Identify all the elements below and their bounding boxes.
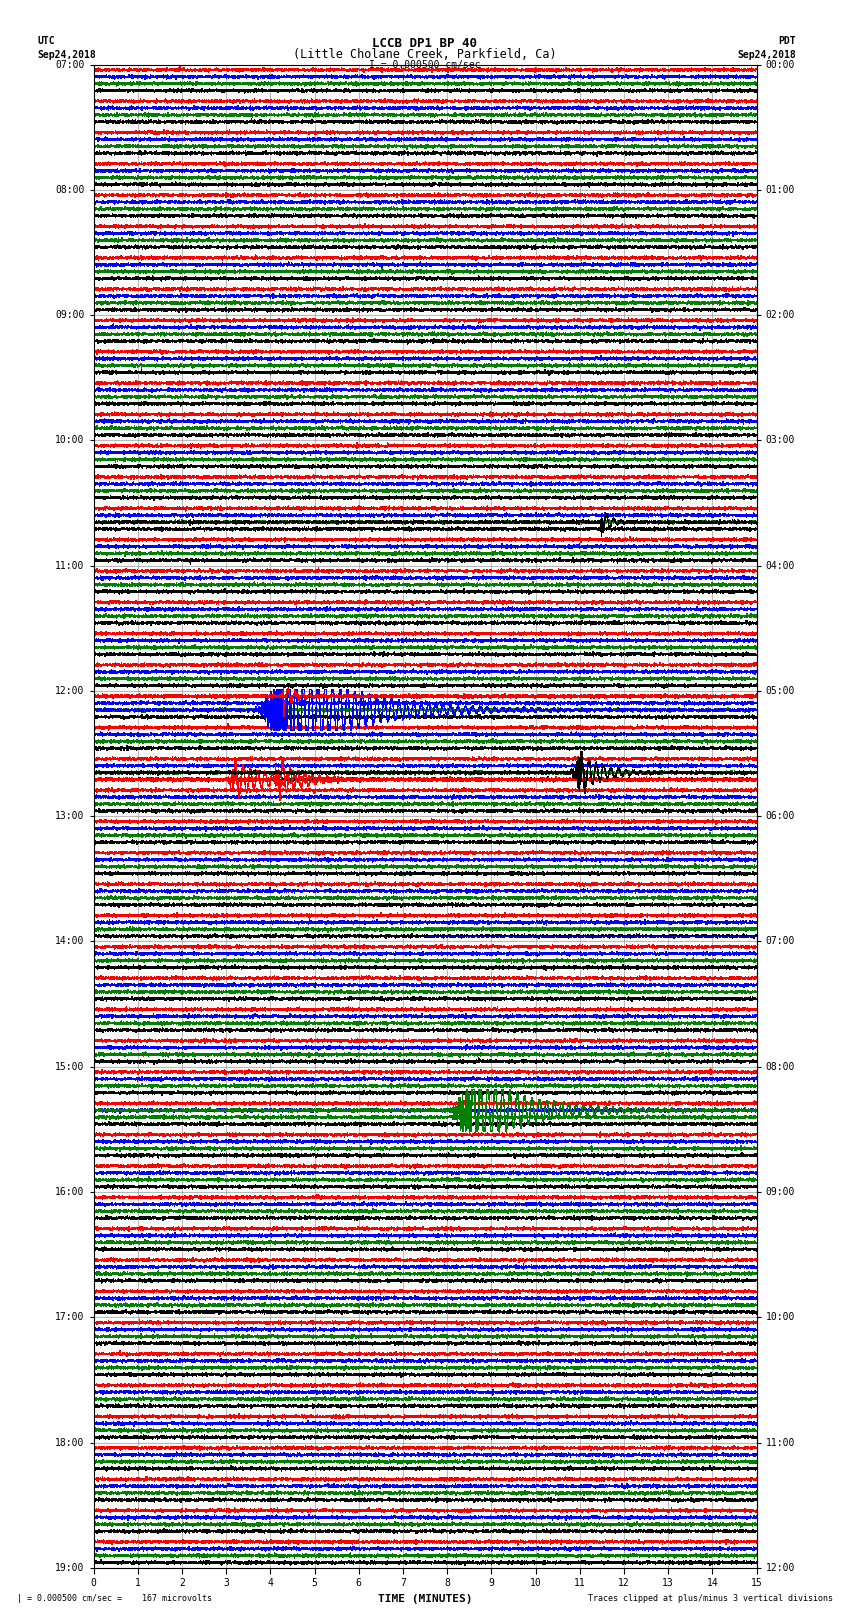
Text: | = 0.000500 cm/sec =    167 microvolts: | = 0.000500 cm/sec = 167 microvolts bbox=[17, 1594, 212, 1603]
Text: (Little Cholane Creek, Parkfield, Ca): (Little Cholane Creek, Parkfield, Ca) bbox=[293, 48, 557, 61]
Text: PDT: PDT bbox=[779, 37, 796, 47]
Text: LCCB DP1 BP 40: LCCB DP1 BP 40 bbox=[372, 37, 478, 50]
Text: I = 0.000500 cm/sec: I = 0.000500 cm/sec bbox=[369, 60, 481, 69]
Text: Sep24,2018: Sep24,2018 bbox=[738, 50, 796, 60]
Text: UTC: UTC bbox=[37, 37, 54, 47]
X-axis label: TIME (MINUTES): TIME (MINUTES) bbox=[377, 1594, 473, 1603]
Text: Sep24,2018: Sep24,2018 bbox=[37, 50, 96, 60]
Text: Traces clipped at plus/minus 3 vertical divisions: Traces clipped at plus/minus 3 vertical … bbox=[588, 1594, 833, 1603]
